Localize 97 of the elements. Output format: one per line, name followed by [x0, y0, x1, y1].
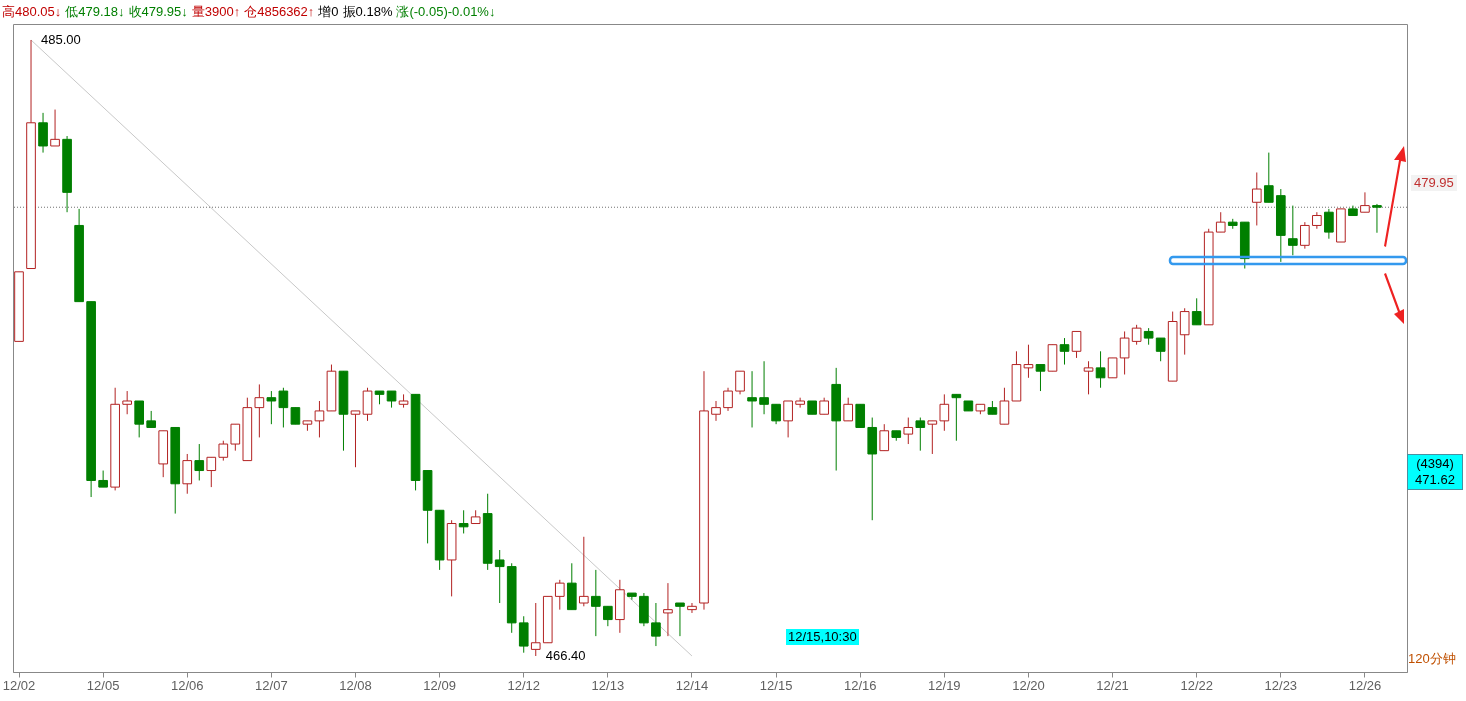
candlestick — [915, 417, 926, 452]
ref-line-label: 479.95 — [1411, 175, 1457, 192]
x-tick-label: 12/08 — [339, 677, 372, 693]
candlestick — [1083, 360, 1094, 395]
x-tick-label: 12/21 — [1096, 677, 1129, 693]
x-tick-label: 12/23 — [1264, 677, 1298, 693]
candlestick — [1251, 171, 1262, 226]
x-tick-label: 12/15 — [759, 677, 793, 693]
candlestick — [1035, 364, 1046, 392]
text: 高480.05↓ — [2, 4, 62, 19]
candlestick — [458, 509, 469, 534]
candlestick — [1107, 357, 1118, 379]
text: 收479.95↓ — [128, 4, 188, 19]
text: 471.62 — [1414, 472, 1456, 488]
candlestick — [578, 536, 589, 607]
candlestick — [711, 400, 721, 422]
x-tick-label: 12/20 — [1012, 677, 1045, 693]
candlestick — [50, 109, 60, 147]
candlestick — [1023, 344, 1034, 379]
candlestick — [1300, 221, 1310, 250]
candlestick — [1119, 330, 1130, 375]
annotation: 466.40 — [545, 648, 586, 663]
candlestick — [1131, 324, 1142, 346]
candlestick — [38, 112, 48, 154]
x-tick-label: 12/16 — [843, 677, 877, 693]
candlestick — [1191, 297, 1202, 326]
text: 量3900↑ — [191, 4, 241, 19]
text: 涨(-0.05)-0.01%↓ — [396, 4, 496, 19]
candlestick — [735, 370, 745, 395]
candlestick — [362, 387, 373, 422]
x-tick-label: 12/13 — [591, 677, 625, 693]
candlestick — [663, 582, 673, 637]
candlestick — [1059, 337, 1070, 366]
candlestick — [554, 579, 565, 611]
candlestick — [122, 390, 132, 415]
candlestick — [254, 383, 265, 438]
candlestick — [1372, 203, 1382, 234]
candlestick — [218, 440, 229, 462]
candlestick — [1179, 307, 1190, 356]
candlestick — [1288, 205, 1298, 256]
candlestick — [687, 602, 697, 614]
candlestick — [182, 453, 193, 495]
x-tick-label: 12/02 — [2, 677, 36, 693]
candlestick — [855, 403, 866, 428]
candlestick — [759, 360, 769, 415]
candlestick — [675, 602, 685, 637]
candlestick — [1071, 330, 1082, 359]
candlestick — [1215, 211, 1226, 233]
candlestick — [903, 417, 914, 445]
x-tick-label: 12/14 — [675, 677, 709, 693]
candlestick — [278, 387, 289, 428]
candlestick — [314, 400, 325, 438]
x-tick-label: 12/09 — [423, 677, 456, 693]
candlestick — [747, 370, 757, 428]
candlestick — [194, 443, 205, 481]
candlestick — [530, 602, 541, 657]
candlestick — [603, 605, 613, 627]
text: 仓4856362↑ — [244, 4, 315, 19]
candlestick — [843, 397, 854, 422]
candlestick — [771, 403, 781, 425]
candlestick — [230, 423, 241, 452]
candlestick — [1095, 350, 1106, 389]
candlestick — [927, 420, 938, 455]
x-tick-label: 12/22 — [1180, 677, 1213, 693]
candlestick — [951, 393, 962, 442]
candlestick — [134, 400, 145, 438]
text: 120分钟 — [1408, 651, 1456, 667]
text: 低479.18↓ — [65, 4, 125, 19]
candlestick — [1324, 208, 1334, 240]
candlestick — [1155, 337, 1166, 362]
candlestick — [1263, 152, 1274, 203]
candlestick — [1360, 191, 1370, 213]
annotation: 12/15,10:30 — [786, 629, 859, 645]
candlestick — [939, 393, 950, 432]
candlestick — [206, 456, 217, 488]
annotation: 485.00 — [41, 32, 81, 47]
candlestick — [783, 400, 793, 438]
x-tick-label: 12/05 — [86, 677, 120, 693]
candlestick — [723, 387, 733, 412]
candlestick — [98, 470, 108, 488]
candlestick — [651, 602, 661, 647]
x-tick-label: 12/07 — [255, 677, 288, 693]
text: 振0.18% — [342, 4, 393, 19]
candlestick — [350, 410, 361, 468]
candlestick — [518, 615, 529, 654]
candlestick — [879, 423, 890, 452]
candlestick — [999, 387, 1010, 425]
x-tick-label: 12/06 — [170, 677, 204, 693]
x-tick-label: 12/12 — [507, 677, 541, 693]
candlestick — [266, 390, 277, 425]
text: (4394) — [1415, 456, 1455, 472]
candlestick — [494, 549, 505, 604]
x-tick-label: 12/19 — [928, 677, 961, 693]
candlestick — [795, 397, 805, 409]
x-tick-label: 12/26 — [1348, 677, 1382, 693]
text: 增0 — [318, 4, 339, 19]
candlestick — [591, 569, 601, 637]
